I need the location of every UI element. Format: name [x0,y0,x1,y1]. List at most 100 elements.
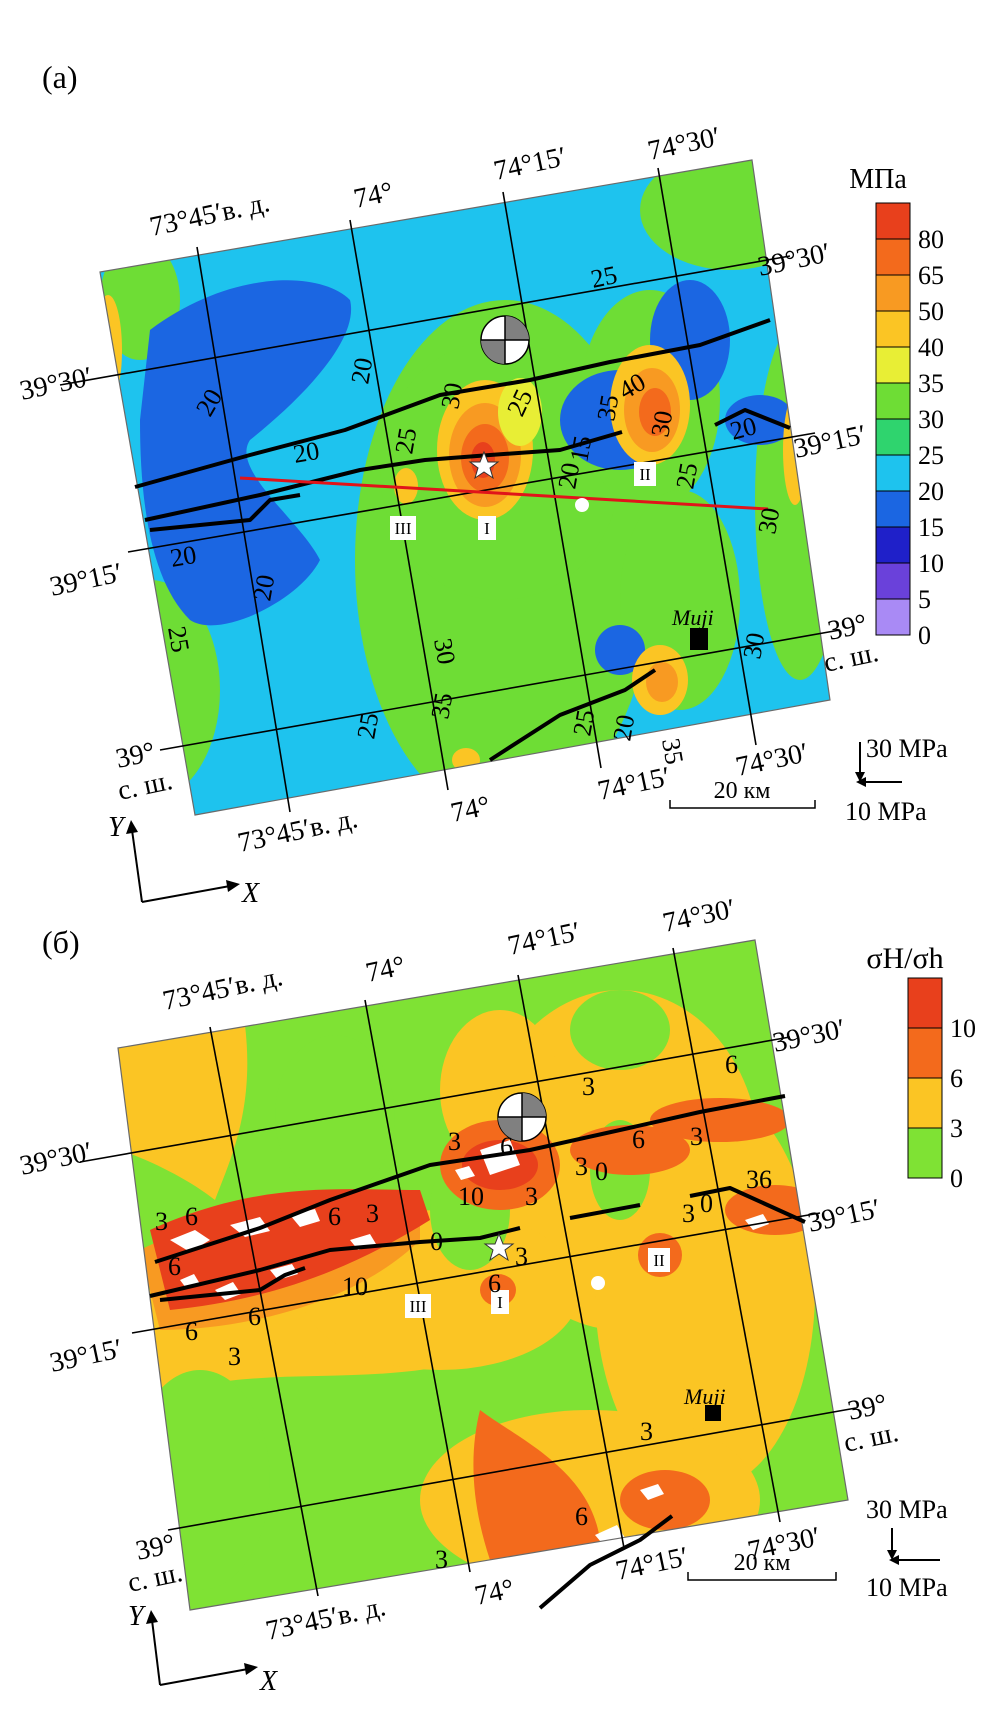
stress-arrow-label-10-b: 10 MPa [866,1573,948,1602]
lat-label-3930-right-b: 39°30′ [770,1013,848,1059]
legend-labels-b: 10 6 3 0 [950,1014,976,1193]
zone-label-I-b: I [497,1293,503,1312]
legend-level-label: 30 [918,405,944,434]
axis-x-label-b: X [259,1666,278,1697]
legend-swatch [875,382,911,420]
muji-marker-a [690,628,708,650]
lon-label-7430-top-b: 74°30′ [660,893,738,939]
zone-labels-a: I II III [390,462,656,540]
legend-level-label: 80 [918,225,944,254]
contour-label: 25 [588,260,619,294]
legend-level-label: 50 [918,297,944,326]
graticule-a [59,167,841,813]
lat-label-3915-left-b: 39°15′ [47,1333,125,1379]
legend-swatch [875,418,911,456]
focal-mechanism-a [480,315,530,365]
lon-label-7345-top-b: 73°45′в. д. [160,961,286,1017]
stress-arrow-label-30-a: 30 MPa [866,734,948,763]
axes-indicator-a: Y X [108,812,260,909]
contour-labels-a: 25 20 20 20 20 25 20 30 25 35 30 25 25 2… [162,260,785,767]
scale-bar-b: 20 км [687,1550,837,1581]
contour-label: 25 [567,707,600,738]
white-voids-b [170,1140,769,1549]
contour-label: 3 [525,1182,538,1211]
legend-swatch [875,562,911,600]
lat-label-3930-right: 39°30′ [755,237,833,283]
legend-level-label: 35 [918,369,944,398]
legend-b: σH/σh 10 6 3 0 [866,942,976,1193]
contour-label: 25 [389,425,422,456]
graticule-b [79,947,857,1597]
contour-label: 6 [185,1202,198,1231]
contour-label: 3 [515,1242,528,1271]
legend-title-b: σH/σh [866,942,943,975]
stress-map-a [100,160,830,815]
contour-label: 6 [328,1202,341,1231]
legend-level-label: 25 [918,441,944,470]
panel-b-label: (б) [42,924,80,960]
contour-label: 6 [725,1050,738,1079]
map-frame-b [117,939,849,1611]
legend-level-label: 20 [918,477,944,506]
contour-label: 6 [575,1502,588,1531]
contour-label: 20 [552,460,585,491]
contour-label: 35 [591,392,624,423]
contour-labels-b: 3 6 6 6 3 10 6 6 3 3 6 0 10 3 0 6 3 3 3 … [155,1050,772,1574]
panel-b: (б) [17,893,976,1697]
legend-swatch [875,238,911,276]
zone-label-II-b: II [653,1251,665,1270]
scale-bar-a: 20 км [669,778,816,809]
legend-level-label: 3 [950,1114,963,1143]
zone-label-III-a: III [395,519,412,538]
legend-swatch [875,274,911,312]
legend-level-label: 6 [950,1064,963,1093]
legend-level-label: 0 [950,1164,963,1193]
muji-label-b: Muji [683,1384,726,1409]
contour-label: 30 [752,505,785,536]
muji-marker-b [705,1405,721,1421]
lon-label-7430-bottom: 74°30′ [733,737,811,783]
lon-label-74-top-b: 74° [363,950,408,988]
stress-arrows-b: 30 MPa 10 MPa [866,1495,948,1602]
contour-label: 20 [291,436,322,469]
contour-label: 15 [564,433,597,464]
station-dot-a [575,498,589,512]
contour-label: 35 [656,736,689,767]
contour-label: 3 [448,1127,461,1156]
lat-label-3930-left: 39°30′ [17,361,95,407]
contour-label: 6 [168,1252,181,1281]
legend-swatch [875,490,911,528]
stress-arrows-a: 30 MPa 10 MPa [845,734,948,826]
contour-label: 0 [430,1227,443,1256]
contour-label: 10 [342,1272,368,1301]
faults-a [134,318,791,762]
legend-swatch [875,346,911,384]
contour-label: 30 [435,380,468,411]
lat-label-3915-right-b: 39°15′ [805,1193,883,1239]
lon-label-74-top: 74° [351,176,396,214]
lat-label-3915-right: 39°15′ [791,419,869,465]
contour-label: 20 [607,712,640,743]
contour-label: 0 [700,1189,713,1218]
legend-swatch [875,454,911,492]
lon-label-7345-bottom: 73°45′в. д. [235,803,361,859]
legend-swatch [907,1027,943,1079]
contour-label: 3 [582,1072,595,1101]
contour-label: 25 [351,710,384,741]
legend-level-label: 65 [918,261,944,290]
legend-level-label: 10 [918,549,944,578]
lat-label-3915-left: 39°15′ [47,557,125,603]
axis-x-label-a: X [241,878,260,909]
stress-arrow-label-30-b: 30 MPa [866,1495,948,1524]
scale-label-b: 20 км [734,1550,791,1576]
contour-label: 3 [366,1199,379,1228]
contour-label: 36 [746,1165,772,1194]
focal-mechanism-b [497,1092,547,1142]
contour-label: 3 [228,1342,241,1371]
ratio-map-b [118,940,848,1610]
legend-level-label: 40 [918,333,944,362]
contour-label: 6 [488,1269,501,1298]
legend-level-label: 0 [918,621,931,650]
